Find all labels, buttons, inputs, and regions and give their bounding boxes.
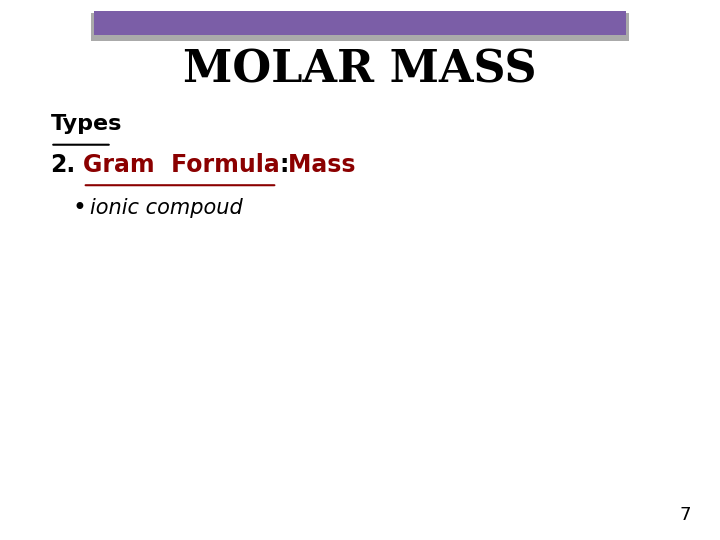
Text: :: : bbox=[279, 153, 289, 177]
Text: MOLAR MASS: MOLAR MASS bbox=[184, 49, 536, 92]
Text: 2.: 2. bbox=[50, 153, 76, 177]
FancyBboxPatch shape bbox=[94, 11, 626, 35]
Text: Types: Types bbox=[50, 114, 122, 134]
Text: 7: 7 bbox=[680, 506, 691, 524]
Text: Gram  Formula Mass: Gram Formula Mass bbox=[83, 153, 355, 177]
FancyBboxPatch shape bbox=[91, 13, 629, 40]
Text: •: • bbox=[72, 196, 86, 220]
Text: ionic compoud: ionic compoud bbox=[90, 198, 243, 218]
